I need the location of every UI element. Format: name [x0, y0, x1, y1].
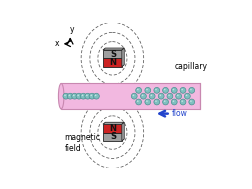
Circle shape [72, 93, 77, 99]
Circle shape [69, 94, 70, 96]
Circle shape [136, 99, 142, 105]
Polygon shape [103, 48, 124, 50]
Circle shape [149, 93, 155, 99]
Circle shape [154, 88, 160, 93]
Circle shape [141, 93, 146, 99]
Circle shape [171, 99, 177, 105]
Circle shape [164, 89, 166, 90]
Circle shape [73, 94, 75, 96]
Circle shape [137, 100, 139, 102]
Circle shape [137, 89, 139, 90]
Circle shape [181, 89, 183, 90]
Circle shape [167, 93, 173, 99]
Polygon shape [122, 122, 124, 141]
Circle shape [181, 100, 183, 102]
Circle shape [95, 94, 97, 96]
Circle shape [154, 99, 160, 105]
Circle shape [131, 93, 137, 99]
Bar [103, 132, 122, 141]
Circle shape [180, 99, 186, 105]
Circle shape [173, 100, 174, 102]
Circle shape [63, 93, 69, 99]
Circle shape [171, 88, 177, 93]
Text: N: N [110, 124, 117, 133]
Circle shape [155, 100, 157, 102]
Bar [103, 58, 122, 67]
Circle shape [64, 94, 66, 96]
Text: S: S [110, 132, 116, 141]
Circle shape [190, 89, 192, 90]
Circle shape [82, 94, 83, 96]
Circle shape [177, 94, 179, 96]
Circle shape [145, 99, 151, 105]
Circle shape [163, 99, 168, 105]
Circle shape [93, 93, 99, 99]
Circle shape [189, 99, 195, 105]
Circle shape [184, 93, 190, 99]
Circle shape [142, 94, 143, 96]
Circle shape [190, 100, 192, 102]
Text: capillary: capillary [174, 62, 207, 71]
Circle shape [133, 94, 134, 96]
Circle shape [76, 93, 82, 99]
Circle shape [85, 93, 90, 99]
Bar [61, 83, 200, 109]
Ellipse shape [58, 83, 64, 109]
Circle shape [160, 94, 161, 96]
Circle shape [145, 88, 151, 93]
Polygon shape [122, 48, 124, 67]
Circle shape [136, 88, 142, 93]
Circle shape [90, 94, 92, 96]
Text: magnetic
field: magnetic field [65, 133, 100, 153]
Circle shape [158, 93, 164, 99]
Circle shape [180, 88, 186, 93]
Text: S: S [110, 50, 116, 59]
Circle shape [189, 88, 195, 93]
Polygon shape [103, 122, 124, 124]
Circle shape [168, 94, 170, 96]
Circle shape [173, 89, 174, 90]
Circle shape [67, 93, 73, 99]
Text: x: x [55, 39, 59, 48]
Circle shape [155, 89, 157, 90]
Circle shape [176, 93, 181, 99]
Circle shape [150, 94, 152, 96]
Text: y: y [70, 25, 74, 34]
Text: N: N [110, 58, 117, 67]
Circle shape [86, 94, 88, 96]
Circle shape [186, 94, 187, 96]
Circle shape [146, 100, 148, 102]
Circle shape [164, 100, 166, 102]
Circle shape [89, 93, 95, 99]
Circle shape [146, 89, 148, 90]
Text: flow: flow [171, 109, 187, 118]
Circle shape [77, 94, 79, 96]
Circle shape [80, 93, 86, 99]
Circle shape [163, 88, 168, 93]
Bar [103, 124, 122, 132]
Bar [103, 50, 122, 58]
